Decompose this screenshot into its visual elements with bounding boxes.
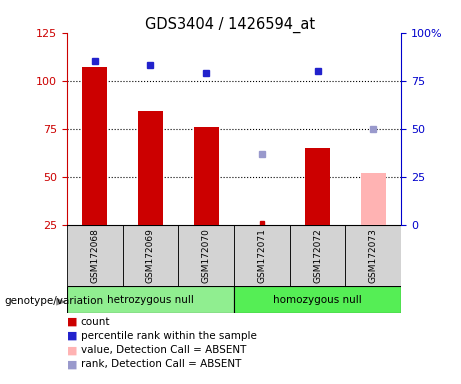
FancyBboxPatch shape [123, 225, 178, 286]
Text: GSM172073: GSM172073 [369, 228, 378, 283]
Text: GSM172070: GSM172070 [201, 228, 211, 283]
Text: GSM172071: GSM172071 [257, 228, 266, 283]
Bar [138, 111, 163, 225]
Text: ■: ■ [67, 317, 77, 327]
Text: ■: ■ [67, 331, 77, 341]
FancyBboxPatch shape [234, 225, 290, 286]
Bar [305, 148, 330, 225]
Text: ■: ■ [67, 359, 77, 369]
Polygon shape [56, 298, 66, 306]
FancyBboxPatch shape [67, 286, 234, 313]
Text: hetrozygous null: hetrozygous null [107, 295, 194, 305]
Text: GSM172072: GSM172072 [313, 228, 322, 283]
Text: homozygous null: homozygous null [273, 295, 362, 305]
FancyBboxPatch shape [67, 225, 123, 286]
Text: GDS3404 / 1426594_at: GDS3404 / 1426594_at [145, 17, 316, 33]
Bar [82, 67, 107, 225]
Text: ■: ■ [67, 345, 77, 355]
Text: GSM172069: GSM172069 [146, 228, 155, 283]
Text: value, Detection Call = ABSENT: value, Detection Call = ABSENT [81, 345, 246, 355]
Bar [361, 173, 386, 225]
Text: count: count [81, 317, 110, 327]
Bar [194, 127, 219, 225]
FancyBboxPatch shape [290, 225, 345, 286]
Text: GSM172068: GSM172068 [90, 228, 99, 283]
FancyBboxPatch shape [234, 286, 401, 313]
Text: rank, Detection Call = ABSENT: rank, Detection Call = ABSENT [81, 359, 241, 369]
FancyBboxPatch shape [178, 225, 234, 286]
Text: genotype/variation: genotype/variation [5, 296, 104, 306]
FancyBboxPatch shape [345, 225, 401, 286]
Text: percentile rank within the sample: percentile rank within the sample [81, 331, 257, 341]
